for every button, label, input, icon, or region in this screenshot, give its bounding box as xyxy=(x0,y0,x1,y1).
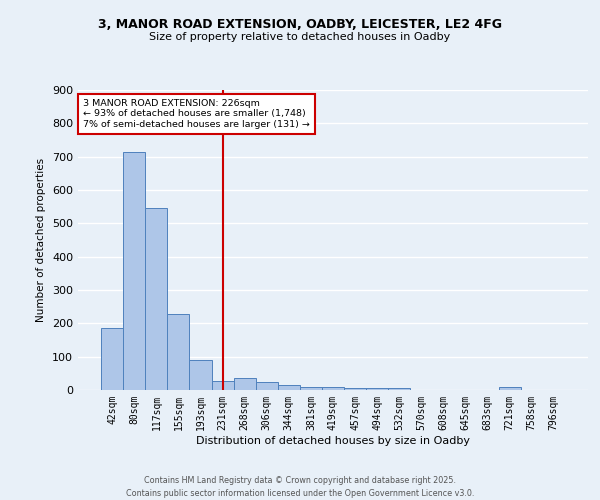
Bar xyxy=(300,386,322,390)
Bar xyxy=(278,386,300,390)
Bar xyxy=(145,208,167,390)
Bar xyxy=(101,328,123,390)
Bar xyxy=(499,388,521,390)
Bar xyxy=(233,378,256,390)
Text: Size of property relative to detached houses in Oadby: Size of property relative to detached ho… xyxy=(149,32,451,42)
Text: Contains HM Land Registry data © Crown copyright and database right 2025.
Contai: Contains HM Land Registry data © Crown c… xyxy=(126,476,474,498)
Bar xyxy=(344,388,366,390)
Bar xyxy=(123,152,145,390)
Bar xyxy=(190,360,212,390)
Bar xyxy=(322,388,344,390)
Bar xyxy=(388,388,410,390)
Bar xyxy=(366,388,388,390)
Text: 3, MANOR ROAD EXTENSION, OADBY, LEICESTER, LE2 4FG: 3, MANOR ROAD EXTENSION, OADBY, LEICESTE… xyxy=(98,18,502,30)
Bar xyxy=(167,314,190,390)
X-axis label: Distribution of detached houses by size in Oadby: Distribution of detached houses by size … xyxy=(196,436,470,446)
Bar xyxy=(212,381,233,390)
Bar xyxy=(256,382,278,390)
Text: 3 MANOR ROAD EXTENSION: 226sqm
← 93% of detached houses are smaller (1,748)
7% o: 3 MANOR ROAD EXTENSION: 226sqm ← 93% of … xyxy=(83,99,310,129)
Y-axis label: Number of detached properties: Number of detached properties xyxy=(37,158,46,322)
